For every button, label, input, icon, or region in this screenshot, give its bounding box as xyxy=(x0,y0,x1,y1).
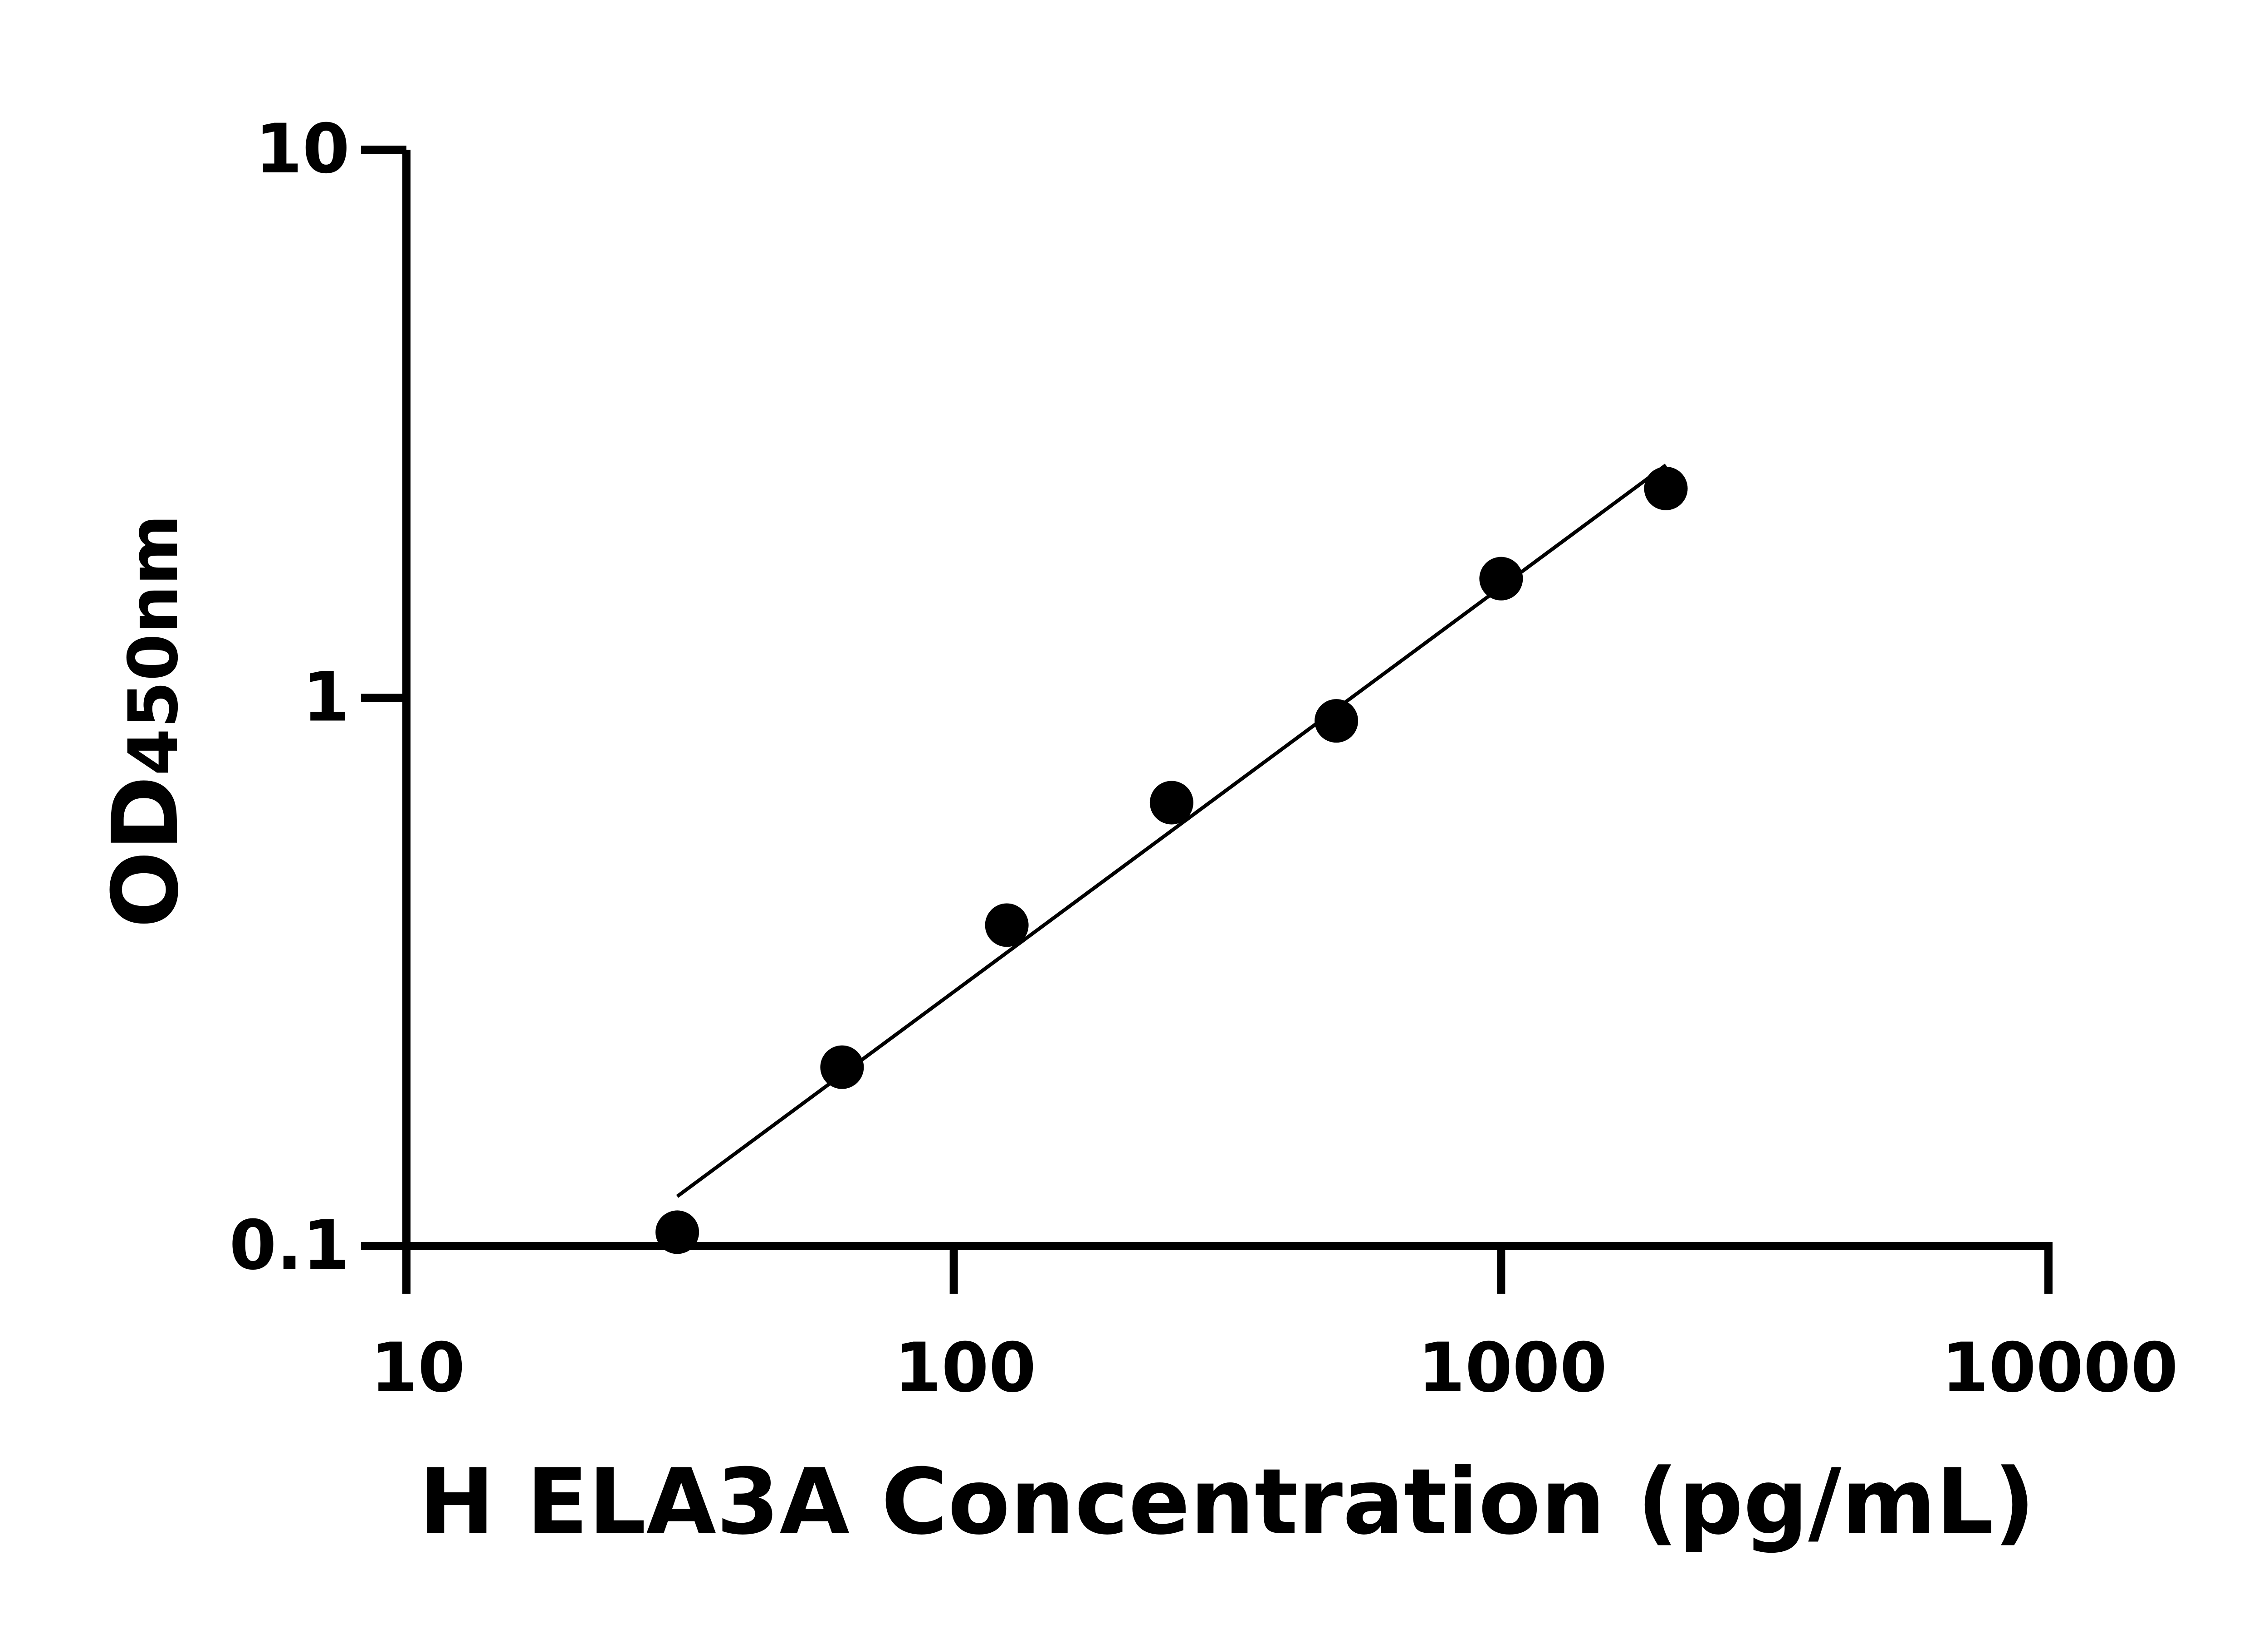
x-tick-label: 100 xyxy=(894,1329,1036,1408)
x-tick-label: 10 xyxy=(371,1329,465,1408)
y-tick-label: 1 xyxy=(303,658,350,737)
data-point xyxy=(1315,699,1359,743)
y-axis-title: OD450nm xyxy=(93,514,199,928)
x-axis-title: H ELA3A Concentration (pg/mL) xyxy=(419,1449,2035,1555)
data-point xyxy=(655,1210,699,1254)
y-ticks: 0.1 1 10 xyxy=(229,110,406,1285)
data-point xyxy=(1479,557,1523,601)
x-tick-label: 10000 xyxy=(1941,1329,2178,1408)
data-points xyxy=(655,466,1688,1254)
y-axis-title-main: OD xyxy=(93,776,199,928)
data-point xyxy=(820,1045,864,1089)
y-tick-label: 10 xyxy=(255,110,350,189)
axes xyxy=(402,150,2053,1250)
y-axis-title-sub: 450nm xyxy=(114,514,193,776)
data-point xyxy=(1149,781,1193,825)
y-tick-label: 0.1 xyxy=(229,1206,350,1285)
data-point xyxy=(1644,466,1688,510)
data-point xyxy=(985,903,1029,947)
x-ticks: 10 100 1000 10000 xyxy=(371,1246,2178,1408)
x-tick-label: 1000 xyxy=(1418,1329,1607,1408)
